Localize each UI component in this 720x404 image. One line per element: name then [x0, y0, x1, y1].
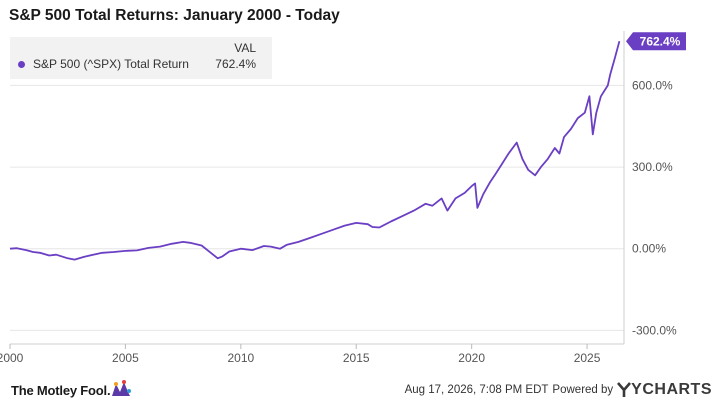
x-tick-label: 2025	[574, 351, 601, 365]
legend-series-value: 762.4%	[215, 57, 256, 71]
footer: The Motley Fool. Aug 17, 2026, 7:08 PM E…	[0, 376, 720, 404]
x-tick-label: 2010	[227, 351, 254, 365]
legend-dot-icon	[18, 61, 25, 68]
legend-series-name[interactable]: S&P 500 (^SPX) Total Return	[33, 57, 189, 71]
y-tick-label: 600.0%	[632, 78, 673, 92]
timestamp: Aug 17, 2026, 7:08 PM EDT	[404, 384, 549, 396]
jester-cap-icon	[112, 380, 132, 396]
ycharts-y-icon	[617, 382, 632, 397]
powered-by-label: Powered by	[552, 384, 614, 396]
plot-area	[10, 31, 624, 344]
footer-credits: Aug 17, 2026, 7:08 PM EDT Powered by YCH…	[405, 381, 712, 399]
last-value-marker: 762.4%	[626, 32, 686, 51]
last-value-label: 762.4%	[640, 35, 681, 49]
ycharts-logo[interactable]: YCHARTS	[617, 381, 712, 399]
x-axis-ticks: 2000 2005 2010 2015 2020 2025	[0, 344, 601, 365]
y-axis-ticks: -300.0% 0.00% 300.0% 600.0%	[632, 78, 677, 337]
y-tick-label: 300.0%	[632, 160, 673, 174]
last-value-badge	[626, 32, 686, 51]
ycharts-brand-text: YCHARTS	[631, 381, 712, 398]
chart-title: S&P 500 Total Returns: January 2000 - To…	[9, 7, 340, 24]
series-line-spx	[9, 40, 621, 261]
grid-lines	[10, 84, 624, 331]
x-tick-label: 2015	[343, 351, 370, 365]
motley-fool-logo[interactable]: The Motley Fool.	[11, 380, 132, 398]
axes	[10, 31, 625, 345]
y-tick-label: 0.00%	[632, 242, 666, 256]
legend-value-header: VAL	[234, 41, 256, 55]
x-tick-label: 2000	[0, 351, 24, 365]
x-tick-label: 2020	[458, 351, 485, 365]
x-tick-label: 2005	[112, 351, 139, 365]
logo-text: The Motley Fool.	[11, 383, 111, 398]
y-tick-label: -300.0%	[632, 323, 677, 337]
legend: VAL S&P 500 (^SPX) Total Return 762.4%	[10, 37, 272, 79]
